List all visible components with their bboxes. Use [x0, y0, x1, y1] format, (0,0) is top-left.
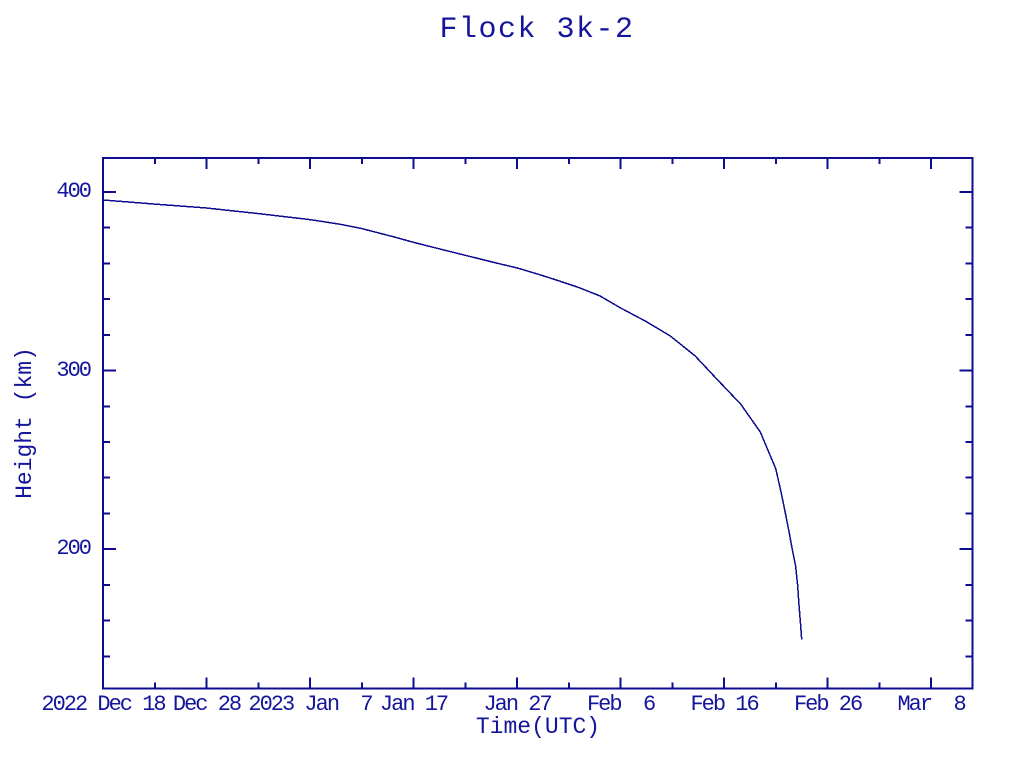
x-tick-label: Jan 27 — [483, 692, 552, 717]
x-axis-title: Time(UTC) — [475, 714, 601, 740]
y-tick-label: 400 — [56, 178, 92, 204]
x-tick-label: Feb 26 — [793, 692, 863, 717]
y-tick-label: 300 — [56, 357, 92, 383]
height-curve — [102, 199, 803, 640]
x-tick-label: Mar 8 — [897, 692, 966, 717]
x-tick-label: Jan 17 — [379, 692, 449, 717]
x-tick-label: Dec 28 — [172, 692, 242, 717]
x-tick-label: 2022 Dec 18 — [41, 692, 166, 717]
plot-frame — [102, 157, 974, 690]
x-tick-label: Feb 6 — [586, 692, 656, 717]
x-tick-label: 2023 Jan 7 — [248, 692, 373, 717]
x-tick-label: Feb 16 — [690, 692, 759, 717]
chart-title: Flock 3k-2 — [439, 13, 635, 47]
y-tick-label: 200 — [56, 536, 92, 562]
